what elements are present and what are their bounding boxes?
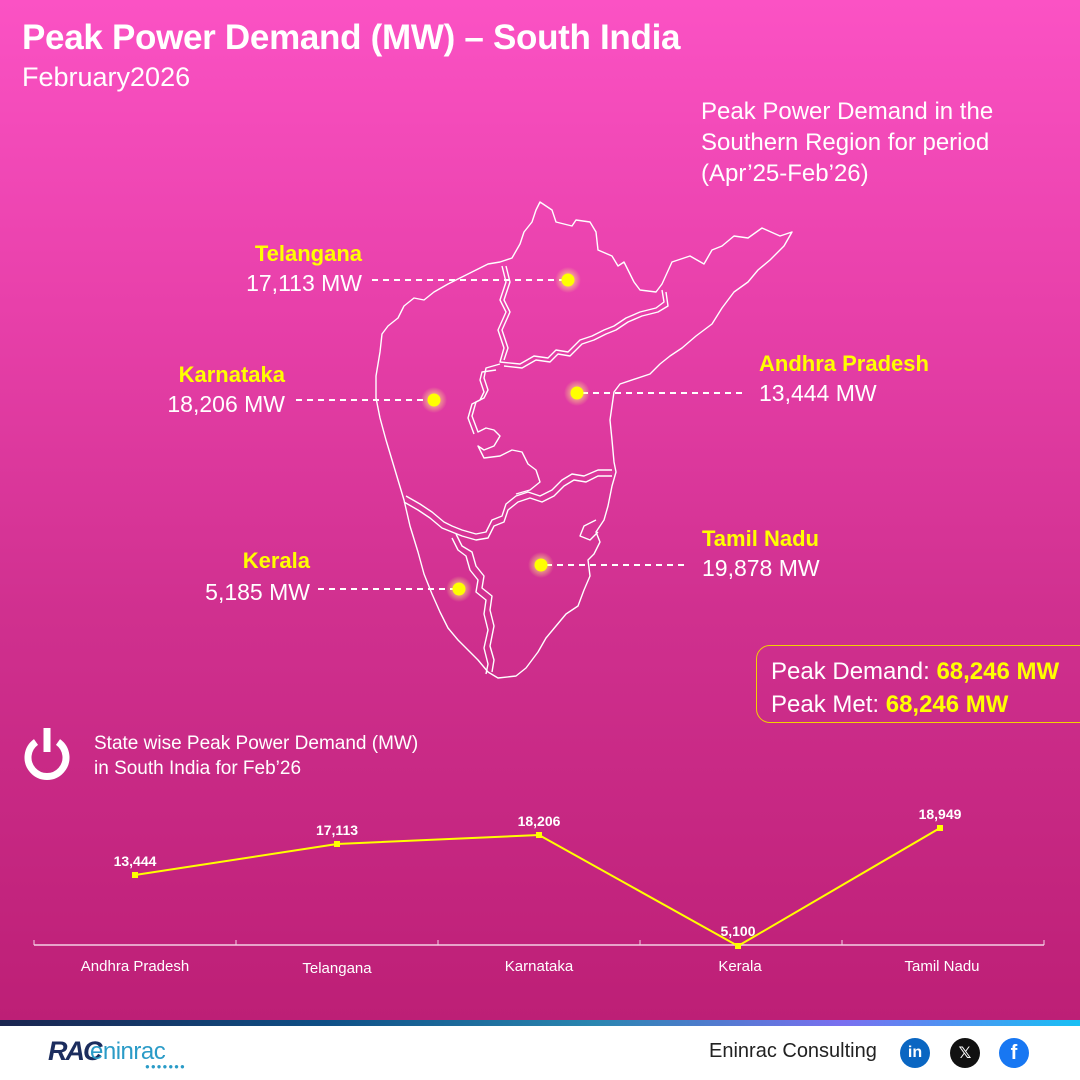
kerala-value: 5,185 MW xyxy=(205,579,310,605)
karnataka-label: Karnataka xyxy=(178,362,285,387)
logo-rac-text: RAC xyxy=(48,1036,102,1066)
karnataka-dot xyxy=(427,393,441,407)
logo-eninrac-text: eninrac xyxy=(90,1038,166,1065)
linkedin-icon[interactable]: in xyxy=(900,1038,930,1068)
demand-line xyxy=(134,827,941,948)
logo-dots: ●●●●●●● xyxy=(145,1062,186,1071)
telangana-label: Telangana xyxy=(254,241,362,266)
tn-dot xyxy=(534,558,548,572)
page-subtitle: February2026 xyxy=(22,62,191,92)
data-label: 13,444 xyxy=(114,853,157,869)
kerala-label: Kerala xyxy=(242,548,310,573)
chart-title: State wise Peak Power Demand (MW) in Sou… xyxy=(94,731,514,781)
south-india-map xyxy=(375,201,793,679)
x-tick-label: Andhra Pradesh xyxy=(81,958,189,975)
x-tick-label: Karnataka xyxy=(505,958,574,975)
peak-demand-label: Peak Demand: xyxy=(771,658,930,685)
tamil-nadu-value: 19,878 MW xyxy=(702,555,820,581)
point-kerala xyxy=(735,943,741,949)
point-karnataka xyxy=(536,832,542,838)
tamil-nadu-label: Tamil Nadu xyxy=(702,526,819,551)
point-telangana xyxy=(334,841,340,847)
x-tick-label: Telangana xyxy=(302,960,372,977)
karnataka-tn-border xyxy=(405,469,612,535)
x-tick-label: Kerala xyxy=(718,958,762,975)
chart-title-line2: in South India for Feb’26 xyxy=(94,758,302,779)
andhra-pradesh-value: 13,444 MW xyxy=(759,380,877,406)
andhra-pradesh-label: Andhra Pradesh xyxy=(759,351,929,376)
footer-gradient-bar xyxy=(0,1020,1080,1026)
line-chart: 13,444 17,113 18,206 5,100 18,949 Andhra… xyxy=(33,806,1045,977)
peak-met-value: 68,246 MW xyxy=(885,691,1009,718)
point-tamil-nadu xyxy=(937,825,943,831)
peak-met-label: Peak Met: xyxy=(771,691,880,718)
data-label: 18,949 xyxy=(919,806,962,822)
data-label: 17,113 xyxy=(316,822,358,838)
telangana-value: 17,113 MW xyxy=(246,270,362,296)
peak-met-line: Peak Met: 68,246 MW xyxy=(771,688,1080,721)
x-tick-label: Tamil Nadu xyxy=(904,958,979,975)
peak-demand-value: 68,246 MW xyxy=(936,658,1060,685)
footer-brand: Eninrac Consulting xyxy=(709,1040,877,1062)
ap-dot xyxy=(570,386,584,400)
region-note: Peak Power Demand in the Southern Region… xyxy=(701,98,994,187)
data-label: 5,100 xyxy=(720,923,755,939)
kerala-tn-border xyxy=(455,533,495,673)
facebook-icon[interactable]: f xyxy=(999,1038,1029,1068)
region-outline xyxy=(375,201,793,679)
peak-demand-line: Peak Demand: 68,246 MW xyxy=(771,655,1080,688)
x-icon[interactable]: 𝕏 xyxy=(950,1038,980,1068)
summary-box: Peak Demand: 68,246 MW Peak Met: 68,246 … xyxy=(756,645,1080,723)
karnataka-value: 18,206 MW xyxy=(167,391,285,417)
chart-title-line1: State wise Peak Power Demand (MW) xyxy=(94,733,419,754)
infographic-canvas: Peak Power Demand (MW) – South India Feb… xyxy=(0,0,1080,1020)
power-icon xyxy=(24,728,70,780)
point-andhra-pradesh xyxy=(132,872,138,878)
telangana-border xyxy=(497,265,665,365)
kerala-dot xyxy=(452,582,466,596)
karnataka-ap-border xyxy=(471,363,541,495)
page-title: Peak Power Demand (MW) – South India xyxy=(22,18,681,57)
telangana-dot xyxy=(561,273,575,287)
data-label: 18,206 xyxy=(518,813,561,829)
